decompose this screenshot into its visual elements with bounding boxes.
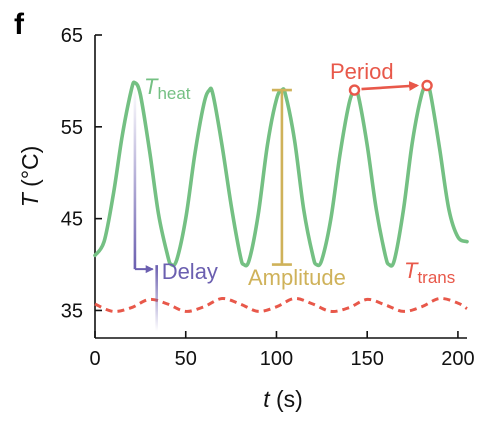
y-axis-title: T (°C)	[17, 146, 43, 208]
series-label-t-trans-sub: trans	[417, 268, 455, 287]
period-label: Period	[330, 59, 394, 84]
plot-axes: 0 50 100 150 200 35 45 55 65 t (s) T (°C)	[17, 25, 475, 412]
x-tick-label: 150	[351, 348, 384, 370]
period-start-marker	[348, 84, 361, 96]
series-label-t-heat: Theat	[144, 74, 191, 103]
x-axis-title: t (s)	[263, 386, 303, 412]
x-tick-label: 100	[260, 348, 293, 370]
period-arrow	[361, 81, 420, 92]
delay-trans-line	[155, 265, 158, 332]
series-line-t-trans	[94, 296, 468, 313]
series-label-t-heat-sub: heat	[157, 84, 190, 103]
plot-annotations: Amplitude Period Delay	[133, 59, 433, 332]
y-axis-title-unit: (°C)	[17, 146, 43, 194]
y-tick-label: 55	[61, 117, 83, 139]
panel-label: f	[14, 8, 25, 41]
x-tick-label: 200	[441, 348, 474, 370]
x-axis-title-unit: (s)	[270, 386, 303, 412]
series-label-t-trans: Ttrans	[404, 258, 455, 287]
x-tick-label: 50	[175, 348, 197, 370]
y-tick-label: 45	[61, 209, 83, 231]
x-axis-title-variable: t	[263, 386, 271, 412]
y-axis-title-variable: T	[17, 191, 43, 207]
series-label-t-trans-main: T	[404, 258, 419, 283]
period-end-marker	[421, 79, 433, 92]
delay-drop-line	[133, 86, 137, 270]
y-tick-label: 65	[61, 25, 83, 47]
y-tick-label: 35	[61, 300, 83, 322]
delay-label: Delay	[162, 259, 218, 284]
amplitude-label: Amplitude	[248, 265, 346, 290]
series-label-t-heat-main: T	[144, 74, 159, 99]
x-tick-label: 0	[89, 348, 100, 370]
